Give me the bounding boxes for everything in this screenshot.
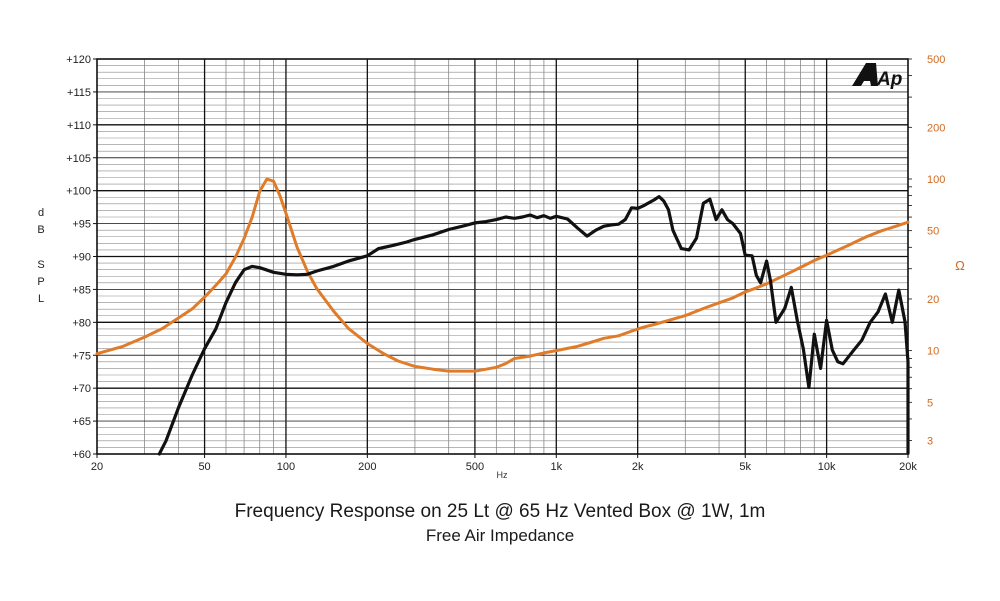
left-tick-label: +90 [72,252,91,264]
x-tick-label: 50 [198,461,210,473]
chart-title: Frequency Response on 25 Lt @ 65 Hz Vent… [234,501,766,522]
ap-logo: Ap [852,63,902,90]
right-tick-label: 5 [927,397,933,409]
x-tick-label: 5k [739,461,751,473]
left-tick-label: +110 [67,120,91,132]
x-axis-ticks: 20 50 100 200 500 1k 2k 5k 10k 20k [91,454,917,473]
right-tick-label: 500 [927,54,945,66]
left-tick-label: +60 [72,449,91,461]
x-tick-label: 20k [899,461,917,473]
x-tick-label: 1k [550,461,562,473]
left-axis-label-letter: B [37,224,44,236]
x-tick-label: 100 [277,461,295,473]
right-tick-label: 10 [927,346,939,358]
left-axis-label-letter: S [37,259,44,271]
chart-subtitle: Free Air Impedance [425,526,575,545]
left-tick-label: +80 [72,317,91,329]
x-tick-label: 10k [818,461,836,473]
left-tick-label: +120 [66,54,91,66]
x-axis-label: Hz [497,470,508,480]
left-axis-label-letter: P [37,276,44,288]
major-grid [97,59,908,454]
right-tick-label: 50 [927,226,939,238]
right-tick-label: 3 [927,435,933,447]
left-tick-label: +105 [66,153,91,165]
ap-logo-text: Ap [876,69,902,90]
x-tick-label: 500 [466,461,484,473]
left-axis-label-letter: L [38,293,44,305]
x-tick-label: 2k [632,461,644,473]
left-axis-label-letter: d [38,207,44,219]
right-tick-label: 100 [927,174,945,186]
left-tick-label: +70 [72,383,91,395]
impedance-series-line [95,177,910,373]
left-tick-label: +85 [72,284,91,296]
right-axis-ticks: 500 200 100 50 20 10 5 3 [908,54,945,447]
right-tick-label: 200 [927,122,945,134]
right-axis-label: Ω [955,258,965,273]
left-tick-label: +75 [72,350,91,362]
x-tick-label: 200 [358,461,376,473]
left-tick-label: +65 [72,416,91,428]
spl-series-line [157,195,910,456]
left-axis-ticks: +120 +115 +110 +105 +100 +95 +90 +85 +80 +75 +70 +6… [66,54,97,461]
left-tick-label: +100 [66,186,91,198]
right-tick-label: 20 [927,294,939,306]
left-tick-label: +115 [67,87,91,99]
left-tick-label: +95 [72,219,91,231]
x-tick-label: 20 [91,461,103,473]
